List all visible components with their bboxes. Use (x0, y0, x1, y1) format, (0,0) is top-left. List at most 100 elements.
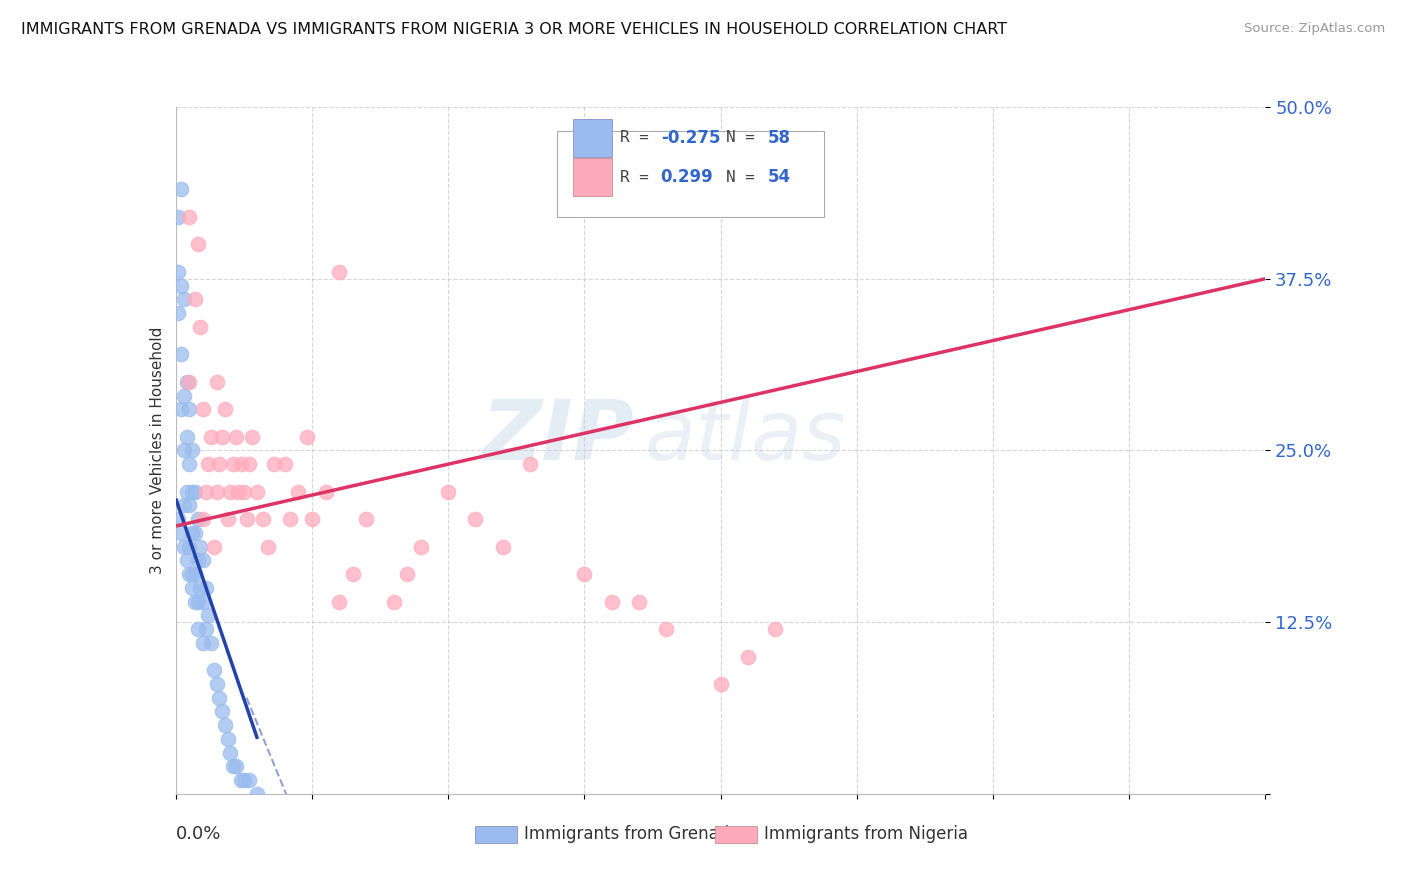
Point (274, 457, 297, 471)
Point (179, 402, 201, 417)
Point (176, 553, 198, 567)
Point (235, 512, 257, 526)
Point (179, 499, 201, 513)
Point (184, 525, 207, 540)
Point (252, 512, 274, 526)
Bar (475, 826, 517, 843)
Point (228, 484, 250, 499)
Point (181, 567, 204, 582)
Text: 58: 58 (768, 128, 790, 147)
Point (170, 525, 193, 540)
Point (214, 718, 236, 732)
Point (181, 443, 204, 458)
Point (202, 663, 225, 677)
Point (184, 567, 207, 582)
Point (287, 484, 309, 499)
Text: atlas: atlas (644, 396, 846, 477)
Point (186, 512, 209, 526)
Point (238, 773, 260, 788)
Point (232, 773, 254, 788)
Point (222, 457, 245, 471)
Text: Source: ZipAtlas.com: Source: ZipAtlas.com (1244, 22, 1385, 36)
Point (232, 484, 254, 499)
Point (173, 293, 195, 307)
Point (191, 594, 214, 608)
Point (225, 430, 247, 444)
Point (301, 512, 323, 526)
Point (197, 457, 219, 471)
Point (167, 512, 190, 526)
Point (763, 622, 786, 636)
Bar (574, 159, 612, 196)
Point (191, 553, 214, 567)
Point (191, 636, 214, 650)
Text: IMMIGRANTS FROM GRENADA VS IMMIGRANTS FROM NIGERIA 3 OR MORE VEHICLES IN HOUSEHO: IMMIGRANTS FROM GRENADA VS IMMIGRANTS FR… (21, 22, 1007, 37)
Point (181, 484, 204, 499)
Point (240, 430, 263, 444)
Point (179, 375, 201, 389)
Text: ZIP: ZIP (481, 396, 633, 477)
Point (600, 594, 623, 608)
Point (167, 265, 190, 279)
Point (356, 512, 378, 526)
Point (186, 237, 209, 252)
Point (737, 649, 759, 664)
Point (173, 443, 195, 458)
Point (176, 375, 198, 389)
Point (278, 512, 301, 526)
FancyBboxPatch shape (557, 131, 824, 217)
Bar (574, 119, 612, 157)
Point (710, 677, 733, 691)
Point (574, 567, 596, 582)
Point (179, 210, 201, 224)
Point (191, 512, 214, 526)
Point (200, 636, 222, 650)
Point (217, 512, 239, 526)
Point (208, 690, 231, 705)
Point (179, 457, 201, 471)
Point (191, 402, 214, 417)
Point (315, 484, 337, 499)
Point (246, 484, 269, 499)
Point (186, 594, 209, 608)
Point (173, 388, 195, 402)
Point (382, 594, 405, 608)
Text: N =: N = (725, 130, 765, 145)
Point (217, 731, 239, 746)
Text: Immigrants from Grenada: Immigrants from Grenada (524, 825, 740, 844)
Point (257, 540, 280, 554)
Point (396, 567, 419, 582)
Point (211, 705, 233, 719)
Point (222, 759, 245, 773)
Point (519, 457, 541, 471)
Text: -0.275: -0.275 (661, 128, 720, 147)
Point (263, 457, 285, 471)
Point (246, 787, 269, 801)
Point (194, 622, 217, 636)
Point (179, 567, 201, 582)
Point (188, 540, 211, 554)
Point (342, 567, 364, 582)
Point (211, 430, 233, 444)
Point (219, 746, 242, 760)
Text: N =: N = (725, 169, 765, 185)
Point (170, 182, 193, 196)
Point (184, 484, 207, 499)
Point (437, 484, 460, 499)
Point (205, 375, 228, 389)
Point (214, 402, 236, 417)
Point (176, 484, 198, 499)
Text: R =: R = (620, 169, 668, 185)
Text: Immigrants from Nigeria: Immigrants from Nigeria (765, 825, 969, 844)
Point (179, 540, 201, 554)
Point (231, 457, 253, 471)
Point (492, 540, 515, 554)
Point (328, 265, 350, 279)
Point (186, 553, 209, 567)
Point (170, 402, 193, 417)
Point (194, 581, 217, 595)
Point (225, 759, 247, 773)
Bar (716, 826, 756, 843)
Point (238, 457, 260, 471)
Point (170, 278, 193, 293)
